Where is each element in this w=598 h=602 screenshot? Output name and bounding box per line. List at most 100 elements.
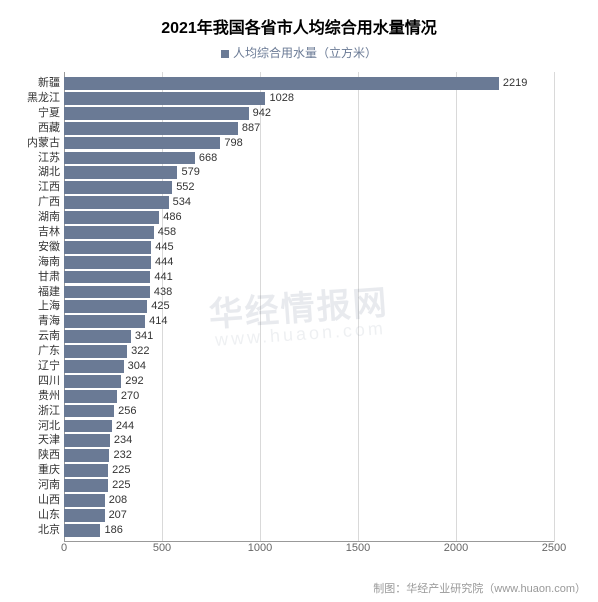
bar-value-label: 798: [224, 136, 242, 151]
x-tick-label: 1500: [346, 542, 370, 554]
bar: [64, 509, 105, 522]
bar-value-label: 438: [154, 285, 172, 300]
bar-row: 山东207: [64, 508, 554, 523]
bar: [64, 330, 131, 343]
bar-value-label: 445: [155, 240, 173, 255]
x-tick-label: 1000: [248, 542, 272, 554]
bar: [64, 390, 117, 403]
bar: [64, 315, 145, 328]
bar-value-label: 207: [109, 508, 127, 523]
bar-row: 广西534: [64, 195, 554, 210]
x-tick-label: 0: [61, 542, 67, 554]
bar: [64, 271, 150, 284]
y-category-label: 海南: [38, 255, 60, 270]
bar: [64, 226, 154, 239]
bar: [64, 211, 159, 224]
bar-value-label: 1028: [269, 91, 293, 106]
gridline: [554, 72, 555, 542]
bar: [64, 77, 499, 90]
bar-row: 福建438: [64, 285, 554, 300]
bar-row: 重庆225: [64, 463, 554, 478]
bar-row: 甘肃441: [64, 270, 554, 285]
y-category-label: 广西: [38, 195, 60, 210]
bar-value-label: 425: [151, 299, 169, 314]
y-category-label: 黑龙江: [27, 91, 60, 106]
bar-row: 四川292: [64, 374, 554, 389]
bar-value-label: 225: [112, 463, 130, 478]
bar-row: 西藏887: [64, 121, 554, 136]
y-category-label: 河北: [38, 419, 60, 434]
y-category-label: 贵州: [38, 389, 60, 404]
bar-row: 陕西232: [64, 448, 554, 463]
y-category-label: 云南: [38, 329, 60, 344]
y-category-label: 湖北: [38, 165, 60, 180]
bar-row: 江西552: [64, 180, 554, 195]
y-category-label: 浙江: [38, 404, 60, 419]
bar-value-label: 256: [118, 404, 136, 419]
bar: [64, 494, 105, 507]
bar: [64, 122, 238, 135]
bar: [64, 166, 177, 179]
bar: [64, 405, 114, 418]
bar: [64, 92, 265, 105]
bar-value-label: 552: [176, 180, 194, 195]
y-category-label: 陕西: [38, 448, 60, 463]
bar-row: 河北244: [64, 419, 554, 434]
bar-value-label: 322: [131, 344, 149, 359]
bar-row: 湖南486: [64, 210, 554, 225]
bar-value-label: 232: [113, 448, 131, 463]
y-category-label: 西藏: [38, 121, 60, 136]
bar-value-label: 441: [154, 270, 172, 285]
bar-row: 广东322: [64, 344, 554, 359]
bar-value-label: 292: [125, 374, 143, 389]
bar-row: 北京186: [64, 523, 554, 538]
y-category-label: 上海: [38, 299, 60, 314]
y-category-label: 新疆: [38, 76, 60, 91]
bar-row: 贵州270: [64, 389, 554, 404]
bar-row: 新疆2219: [64, 76, 554, 91]
footer-credit: 制图：华经产业研究院（www.huaon.com）: [373, 580, 586, 596]
bar: [64, 137, 220, 150]
bar-row: 宁夏942: [64, 106, 554, 121]
bar-value-label: 887: [242, 121, 260, 136]
bar-value-label: 2219: [503, 76, 527, 91]
y-category-label: 广东: [38, 344, 60, 359]
bar-value-label: 668: [199, 151, 217, 166]
bar: [64, 420, 112, 433]
y-category-label: 江西: [38, 180, 60, 195]
bar-row: 辽宁304: [64, 359, 554, 374]
y-category-label: 重庆: [38, 463, 60, 478]
bar-value-label: 234: [114, 433, 132, 448]
bar-value-label: 244: [116, 419, 134, 434]
bar: [64, 479, 108, 492]
bar-row: 山西208: [64, 493, 554, 508]
y-category-label: 青海: [38, 314, 60, 329]
bar-value-label: 458: [158, 225, 176, 240]
bar-row: 天津234: [64, 433, 554, 448]
bar: [64, 181, 172, 194]
bar-row: 江苏668: [64, 151, 554, 166]
bar: [64, 107, 249, 120]
y-category-label: 辽宁: [38, 359, 60, 374]
bar: [64, 286, 150, 299]
bar: [64, 360, 124, 373]
y-category-label: 甘肃: [38, 270, 60, 285]
bar-value-label: 414: [149, 314, 167, 329]
y-category-label: 山西: [38, 493, 60, 508]
plot-area: 新疆2219黑龙江1028宁夏942西藏887内蒙古798江苏668湖北579江…: [64, 72, 554, 542]
bar: [64, 464, 108, 477]
bar-value-label: 942: [253, 106, 271, 121]
bar: [64, 196, 169, 209]
y-category-label: 安徽: [38, 240, 60, 255]
bar-value-label: 444: [155, 255, 173, 270]
bar-row: 海南444: [64, 255, 554, 270]
legend-label: 人均综合用水量（立方米）: [233, 46, 377, 60]
chart-title: 2021年我国各省市人均综合用水量情况: [0, 0, 598, 38]
bar-row: 青海414: [64, 314, 554, 329]
bar: [64, 434, 110, 447]
bar: [64, 449, 109, 462]
bar: [64, 256, 151, 269]
bar-row: 云南341: [64, 329, 554, 344]
bar-row: 内蒙古798: [64, 136, 554, 151]
bar: [64, 375, 121, 388]
